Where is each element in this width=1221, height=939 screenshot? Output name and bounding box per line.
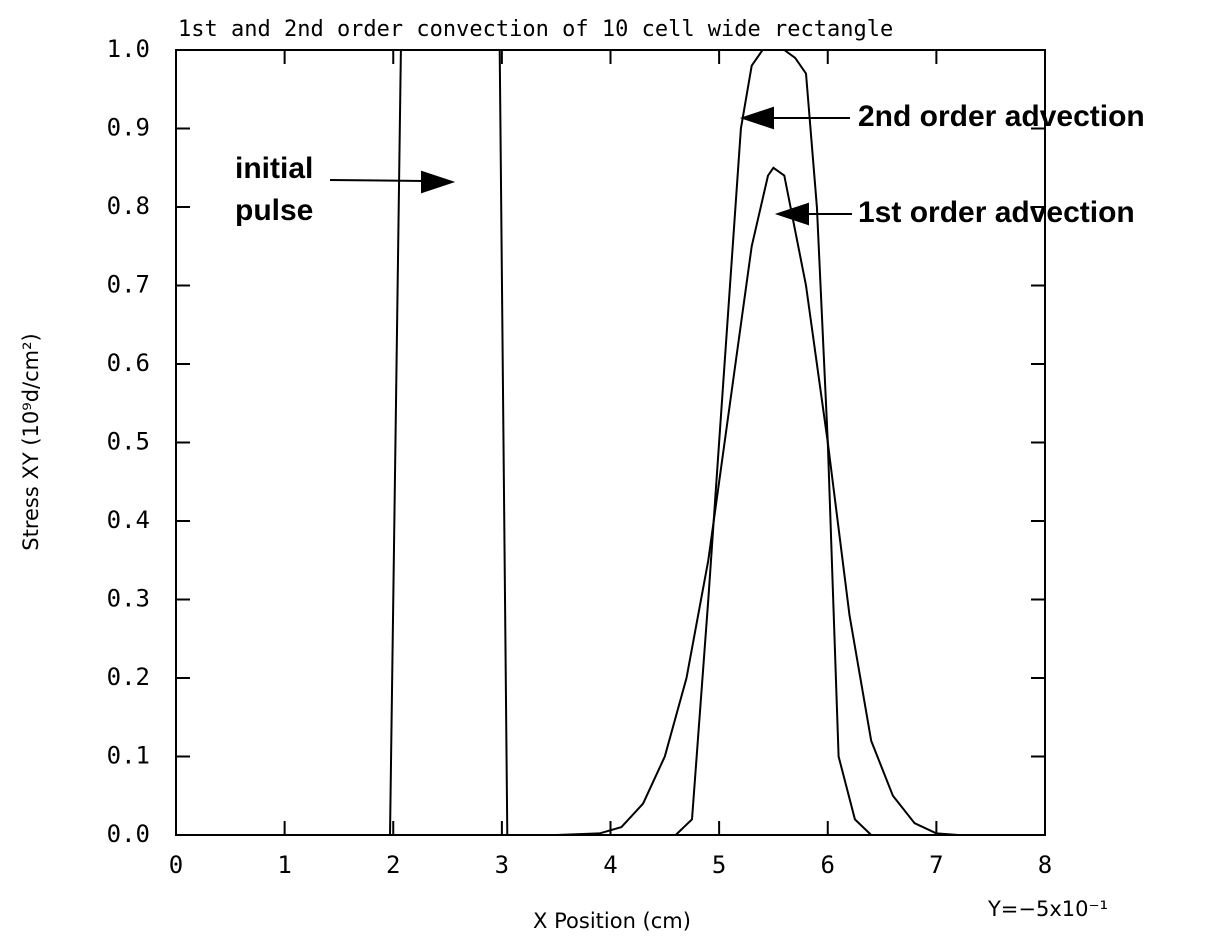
y-axis-label: Stress XY (10⁹d/cm²) <box>19 333 43 550</box>
annotation: 2nd order advection <box>858 100 1145 133</box>
x-tick-label: 6 <box>821 851 835 879</box>
x-tick-label: 5 <box>712 851 726 879</box>
annotation: 1st order advection <box>858 196 1135 229</box>
y-tick-label: 1.0 <box>107 35 150 63</box>
x-tick-label: 1 <box>277 851 291 879</box>
y-tick-label: 0.6 <box>107 349 150 377</box>
line <box>675 49 872 836</box>
arrow-head <box>421 170 456 194</box>
arrows <box>329 106 852 226</box>
x-tick-label: 0 <box>169 851 183 879</box>
y-tick-label: 0.3 <box>107 585 150 613</box>
y-tick-label: 0.1 <box>107 742 150 770</box>
x-tick-label: 8 <box>1038 851 1052 879</box>
note: Y=−5x10⁻¹ <box>987 897 1108 921</box>
arrow-head <box>739 106 774 130</box>
x-axis-label: X Position (cm) <box>533 909 691 933</box>
y-tick-label: 0.8 <box>107 192 150 220</box>
y-tick-label: 0.0 <box>107 820 150 848</box>
y-tick-label: 0.9 <box>107 114 150 142</box>
y-tick-label: 0.4 <box>107 506 150 534</box>
x-tick-label: 2 <box>386 851 400 879</box>
line <box>556 166 959 836</box>
x-tick-label: 3 <box>495 851 509 879</box>
x-tick-label: 4 <box>603 851 617 879</box>
y-tick-label: 0.7 <box>107 271 150 299</box>
y-tick-label: 0.2 <box>107 663 150 691</box>
annotation: pulse <box>235 194 313 227</box>
chart-title: 1st and 2nd order convection of 10 cell … <box>178 17 893 42</box>
line <box>176 49 1045 836</box>
annotation: initial <box>235 152 313 185</box>
x-tick-label: 7 <box>929 851 943 879</box>
y-tick-label: 0.5 <box>107 428 150 456</box>
arrow <box>329 179 426 182</box>
